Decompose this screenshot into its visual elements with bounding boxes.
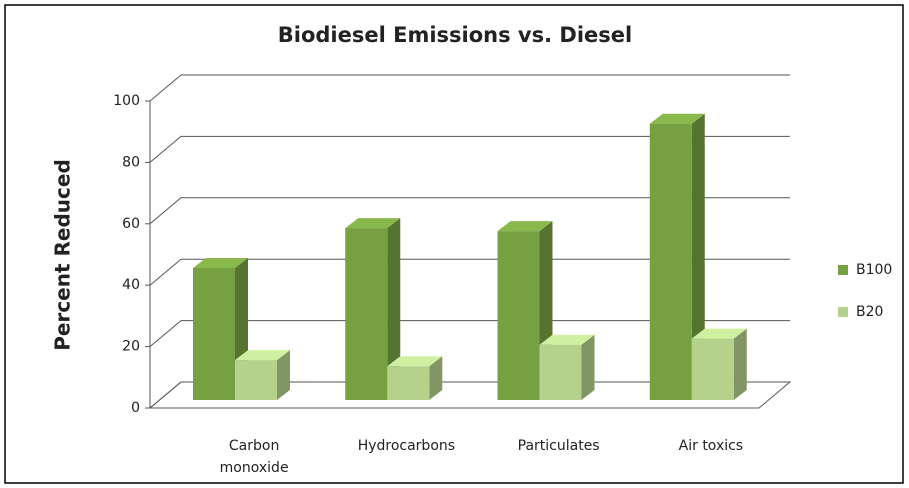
- x-tick-label: Air toxics: [679, 438, 743, 454]
- grid-line: [149, 197, 790, 225]
- bar: [387, 356, 443, 400]
- x-tick-label: Carbon monoxide: [220, 438, 289, 476]
- grid-line: [149, 258, 790, 286]
- bar-side: [691, 113, 705, 400]
- chart-title: Biodiesel Emissions vs. Diesel: [278, 23, 632, 47]
- bar-top: [235, 350, 290, 361]
- bar-side: [387, 218, 401, 400]
- bar: [497, 221, 553, 400]
- y-tick-label: 60: [122, 216, 140, 232]
- bar-front: [539, 344, 582, 400]
- bar-top: [387, 356, 443, 367]
- bar-top: [539, 334, 595, 345]
- bar-top: [345, 218, 401, 229]
- grid-line: [149, 320, 790, 347]
- grid-line: [149, 135, 790, 163]
- y-axis-label: Percent Reduced: [51, 159, 75, 351]
- x-tick-label: Particulates: [518, 438, 600, 454]
- bar-side: [581, 334, 595, 400]
- bar-front: [387, 366, 430, 400]
- bar-front: [649, 123, 692, 400]
- bar: [539, 334, 595, 400]
- bar-front: [235, 360, 277, 400]
- bar-front: [345, 228, 388, 400]
- bar-side: [429, 356, 443, 400]
- bar: [235, 350, 290, 400]
- legend-swatch: [838, 265, 848, 275]
- bar-side: [733, 328, 747, 400]
- bar-front: [691, 338, 734, 400]
- legend-swatch: [838, 307, 848, 317]
- y-tick-label: 0: [131, 400, 140, 416]
- y-tick-label: 100: [113, 93, 140, 109]
- legend-label: B100: [856, 262, 892, 278]
- bar: [345, 218, 401, 400]
- bar-top: [193, 257, 248, 268]
- y-tick-label: 80: [122, 154, 140, 170]
- bar-top: [691, 328, 747, 339]
- legend-label: B20: [856, 304, 883, 320]
- bar-top: [649, 113, 705, 124]
- bar: [649, 113, 705, 400]
- bar: [691, 328, 747, 400]
- bar-top: [497, 221, 553, 232]
- bar-front: [497, 231, 540, 400]
- grid-line: [149, 74, 790, 102]
- y-tick-label: 20: [122, 339, 140, 355]
- bar-front: [193, 267, 235, 400]
- x-tick-label: Hydrocarbons: [358, 438, 455, 454]
- y-tick-label: 40: [122, 277, 140, 293]
- bar-side: [277, 350, 290, 400]
